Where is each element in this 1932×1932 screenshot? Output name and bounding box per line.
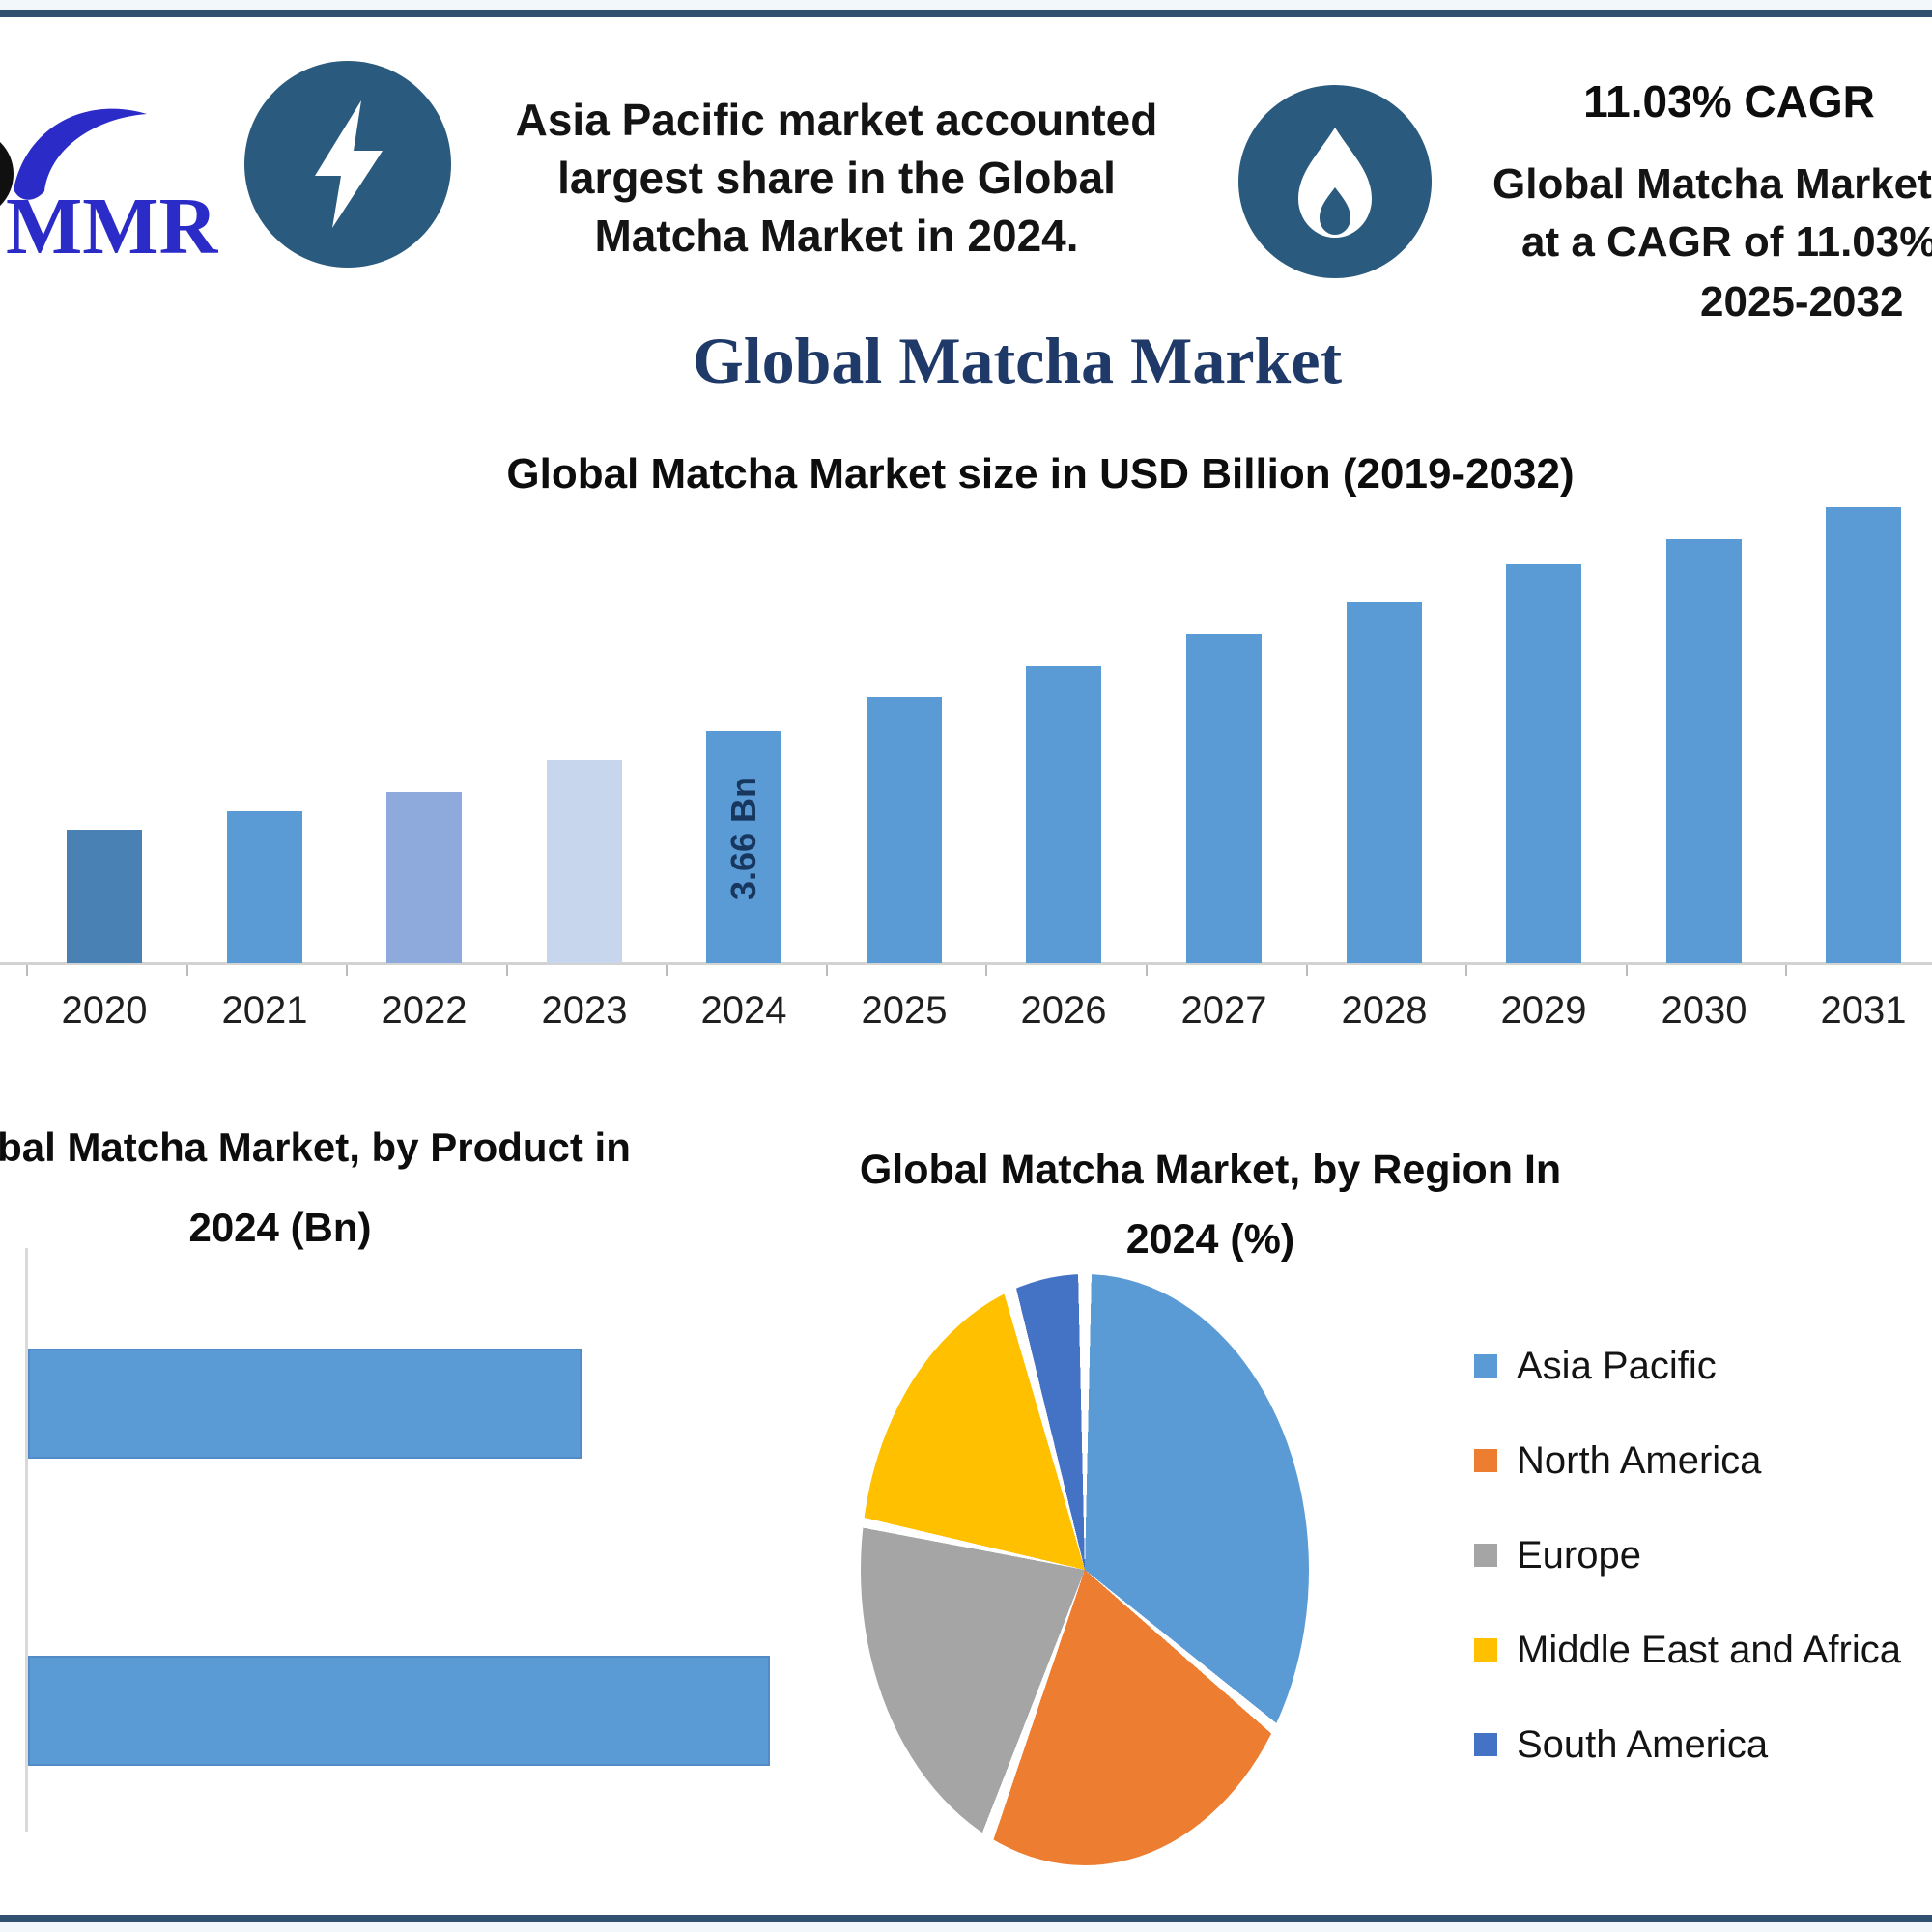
x-axis-label-2031: 2031 — [1820, 989, 1907, 1032]
headline-line-3: Matcha Market in 2024. — [594, 211, 1079, 261]
legend-swatch-icon — [1474, 1638, 1497, 1662]
logo-dark-circle — [0, 141, 14, 207]
legend-label: South America — [1517, 1722, 1769, 1766]
x-axis-label-2029: 2029 — [1500, 989, 1587, 1032]
pie-chart-title-line1: Global Matcha Market, by Region In — [859, 1147, 1562, 1193]
bar-2028 — [1347, 602, 1422, 963]
x-axis-label-2023: 2023 — [541, 989, 628, 1032]
x-axis-label-2025: 2025 — [861, 989, 948, 1032]
x-axis-tick — [826, 965, 828, 976]
cagr-heading: 11.03% CAGR — [1583, 76, 1875, 127]
product-bar-2 — [28, 1656, 770, 1766]
x-axis-label-2020: 2020 — [61, 989, 148, 1032]
bar-2024 — [706, 731, 781, 963]
pie-legend: Asia Pacific North America Europe Middle Ea… — [1474, 1343, 1901, 1816]
x-axis-tick — [346, 965, 348, 976]
x-axis-label-2022: 2022 — [381, 989, 468, 1032]
bottom-border-rule — [0, 1915, 1932, 1922]
bar-2023 — [547, 760, 622, 963]
x-axis-label-2027: 2027 — [1180, 989, 1267, 1032]
product-chart-title: Global Matcha Market, by Product in 2024… — [0, 1123, 667, 1252]
product-chart-title-line1: Global Matcha Market, by Product in — [0, 1124, 631, 1170]
page-title: Global Matcha Market — [692, 324, 1343, 397]
x-axis-tick — [985, 965, 987, 976]
bottom-band — [0, 1922, 1932, 1932]
legend-item-middle-east-and-africa: Middle East and Africa — [1474, 1627, 1901, 1673]
legend-label: Middle East and Africa — [1517, 1628, 1901, 1671]
bar-2026 — [1026, 666, 1101, 963]
flame-badge — [1238, 85, 1432, 278]
pie-chart-title-line2: 2024 (%) — [1125, 1216, 1295, 1263]
lightning-badge — [244, 61, 451, 268]
bar-2025 — [867, 697, 942, 963]
legend-item-north-america: North America — [1474, 1437, 1901, 1484]
bar-2024-data-label: 3.66 Bn — [724, 776, 763, 901]
cagr-line-2: at a CAGR of 11.03% — [1521, 218, 1932, 266]
top-band — [0, 0, 1932, 10]
x-axis-tick — [1626, 965, 1628, 976]
top-border-rule — [0, 10, 1932, 17]
headline-line-1: Asia Pacific market accounted — [515, 95, 1158, 145]
mmr-logo: MMR — [0, 108, 219, 271]
x-axis-label-2024: 2024 — [700, 989, 787, 1032]
headline-line-2: largest share in the Global — [557, 153, 1116, 203]
bar-2027 — [1186, 634, 1262, 963]
flame-icon — [1298, 128, 1372, 238]
headline-asia-pacific: Asia Pacific market accounted largest sh… — [469, 91, 1204, 265]
product-chart-title-line2: 2024 (Bn) — [188, 1205, 372, 1250]
lightning-icon — [315, 100, 383, 228]
bar-2030 — [1666, 539, 1742, 963]
bar-2031 — [1826, 507, 1901, 963]
x-axis-tick — [1306, 965, 1308, 976]
product-chart-y-axis — [25, 1248, 28, 1832]
legend-swatch-icon — [1474, 1544, 1497, 1567]
bar-2021 — [227, 811, 302, 963]
legend-item-south-america: South America — [1474, 1721, 1901, 1768]
cagr-line-1: Global Matcha Market — [1492, 160, 1932, 208]
pie-chart-title: Global Matcha Market, by Region In 2024 … — [824, 1146, 1597, 1264]
bar-2022 — [386, 792, 462, 963]
legend-label: Europe — [1517, 1533, 1641, 1577]
legend-label: North America — [1517, 1438, 1762, 1482]
legend-swatch-icon — [1474, 1733, 1497, 1756]
legend-label: Asia Pacific — [1517, 1344, 1717, 1387]
cagr-line-3: 2025-2032 — [1700, 278, 1904, 326]
logo-swoosh-icon — [14, 108, 147, 200]
region-pie-chart — [861, 1274, 1309, 1865]
x-axis-tick — [1146, 965, 1148, 976]
x-axis-tick — [666, 965, 668, 976]
x-axis-label-2026: 2026 — [1020, 989, 1107, 1032]
x-axis-tick — [1465, 965, 1467, 976]
x-axis-label-2021: 2021 — [221, 989, 308, 1032]
legend-item-asia-pacific: Asia Pacific — [1474, 1343, 1901, 1389]
x-axis-label-2028: 2028 — [1341, 989, 1428, 1032]
x-axis-tick — [26, 965, 28, 976]
bar-2020 — [67, 830, 142, 963]
x-axis-label-2030: 2030 — [1661, 989, 1747, 1032]
bar-chart-title: Global Matcha Market size in USD Billion… — [506, 450, 1575, 497]
legend-swatch-icon — [1474, 1354, 1497, 1378]
x-axis-tick — [506, 965, 508, 976]
bar-chart-x-axis — [0, 962, 1932, 965]
x-axis-tick — [1785, 965, 1787, 976]
bar-2029 — [1506, 564, 1581, 963]
logo-text: MMR — [6, 182, 219, 271]
legend-item-europe: Europe — [1474, 1532, 1901, 1578]
product-bar-1 — [28, 1349, 582, 1459]
legend-swatch-icon — [1474, 1449, 1497, 1472]
x-axis-tick — [186, 965, 188, 976]
